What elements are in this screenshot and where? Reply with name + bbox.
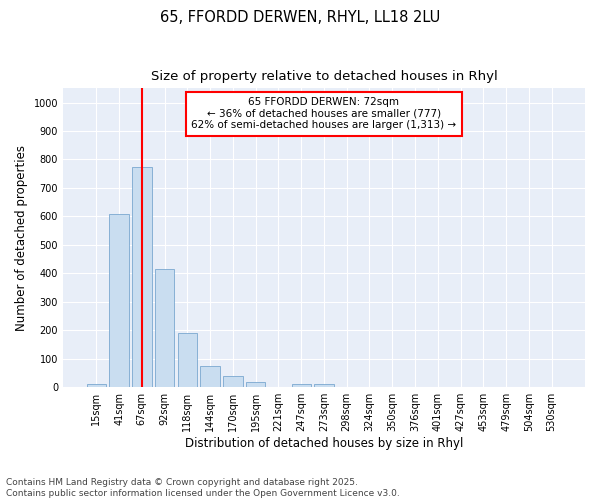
- Bar: [155, 269, 174, 387]
- Bar: [292, 384, 311, 387]
- Title: Size of property relative to detached houses in Rhyl: Size of property relative to detached ho…: [151, 70, 497, 83]
- Text: 65 FFORDD DERWEN: 72sqm
← 36% of detached houses are smaller (777)
62% of semi-d: 65 FFORDD DERWEN: 72sqm ← 36% of detache…: [191, 98, 457, 130]
- Bar: [200, 366, 220, 387]
- Bar: [132, 166, 152, 387]
- Bar: [223, 376, 242, 387]
- Bar: [86, 384, 106, 387]
- Bar: [314, 384, 334, 387]
- Y-axis label: Number of detached properties: Number of detached properties: [15, 145, 28, 331]
- Text: Contains HM Land Registry data © Crown copyright and database right 2025.
Contai: Contains HM Land Registry data © Crown c…: [6, 478, 400, 498]
- Bar: [178, 332, 197, 387]
- Text: 65, FFORDD DERWEN, RHYL, LL18 2LU: 65, FFORDD DERWEN, RHYL, LL18 2LU: [160, 10, 440, 25]
- Bar: [246, 382, 265, 387]
- X-axis label: Distribution of detached houses by size in Rhyl: Distribution of detached houses by size …: [185, 437, 463, 450]
- Bar: [109, 214, 129, 387]
